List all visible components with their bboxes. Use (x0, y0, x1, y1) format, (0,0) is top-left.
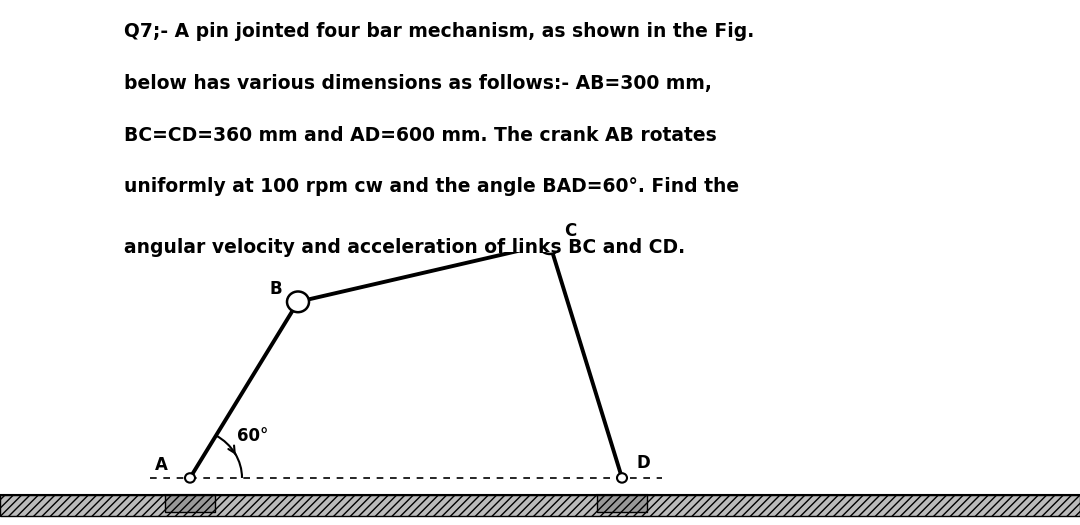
Bar (165, 495, 215, 512)
Text: C: C (564, 222, 576, 240)
Bar (597, 495, 647, 512)
Circle shape (287, 291, 309, 312)
Text: uniformly at 100 rpm cw and the angle BAD=60°. Find the: uniformly at 100 rpm cw and the angle BA… (124, 177, 740, 196)
Bar (0, 495, 1080, 516)
Text: Q7;- A pin jointed four bar mechanism, as shown in the Fig.: Q7;- A pin jointed four bar mechanism, a… (124, 22, 755, 41)
Circle shape (617, 473, 627, 482)
Text: 60°: 60° (237, 427, 268, 445)
Circle shape (539, 233, 561, 254)
Text: below has various dimensions as follows:- AB=300 mm,: below has various dimensions as follows:… (124, 74, 712, 93)
Text: A: A (156, 456, 168, 474)
Text: BC=CD=360 mm and AD=600 mm. The crank AB rotates: BC=CD=360 mm and AD=600 mm. The crank AB… (124, 125, 717, 144)
Text: angular velocity and acceleration of links BC and CD.: angular velocity and acceleration of lin… (124, 237, 686, 257)
Text: D: D (636, 454, 650, 472)
Text: B: B (269, 280, 282, 298)
Circle shape (185, 473, 195, 482)
